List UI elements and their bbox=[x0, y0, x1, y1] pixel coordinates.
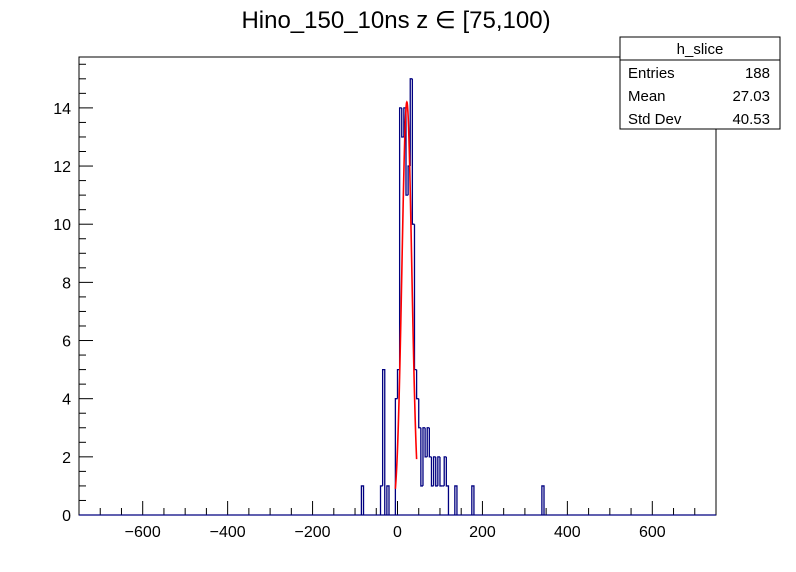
histogram-bin bbox=[426, 427, 430, 457]
histogram-bin bbox=[405, 107, 409, 196]
x-axis: −600 −400 −200 0 200 400 600 bbox=[99, 501, 696, 541]
histogram-bin bbox=[454, 485, 458, 515]
histogram-bin bbox=[435, 456, 438, 487]
stats-mean-value: 27.03 bbox=[732, 88, 770, 105]
histogram-bin bbox=[360, 485, 365, 515]
histogram-bin bbox=[424, 427, 428, 458]
histogram-bin bbox=[428, 427, 432, 458]
histogram-bin bbox=[418, 398, 421, 429]
histogram-bin bbox=[432, 456, 436, 486]
histogram-bin bbox=[471, 485, 475, 515]
stats-entries-value: 188 bbox=[745, 65, 770, 82]
x-tick-label: 400 bbox=[554, 524, 581, 541]
histogram-bin bbox=[415, 369, 419, 400]
gaussian-fit bbox=[394, 100, 418, 489]
x-tick-label: −200 bbox=[295, 524, 331, 541]
histogram-bin bbox=[439, 456, 443, 487]
histogram-bin bbox=[430, 456, 434, 487]
x-tick-label: 600 bbox=[639, 524, 666, 541]
y-tick-label: 14 bbox=[53, 101, 71, 118]
fit-curve bbox=[394, 100, 418, 489]
histogram-bin bbox=[422, 427, 426, 486]
histogram-bin bbox=[386, 485, 390, 515]
y-tick-label: 2 bbox=[62, 450, 71, 467]
x-tick-label: 200 bbox=[469, 524, 496, 541]
histogram-series bbox=[79, 78, 716, 516]
x-tick-label: 0 bbox=[393, 524, 402, 541]
histogram-bin bbox=[401, 107, 404, 138]
y-tick-label: 8 bbox=[62, 275, 71, 292]
stats-mean-label: Mean bbox=[628, 88, 666, 105]
histogram-bin bbox=[445, 456, 450, 515]
histogram-bin bbox=[541, 485, 545, 515]
histogram-bin bbox=[409, 78, 413, 167]
histogram-bin bbox=[396, 368, 400, 399]
y-tick-label: 4 bbox=[62, 392, 71, 409]
stats-stddev-value: 40.53 bbox=[732, 111, 770, 128]
stats-box-frame bbox=[619, 36, 781, 130]
x-tick-label: −600 bbox=[125, 524, 161, 541]
histogram-bin bbox=[379, 485, 383, 515]
histogram-bin bbox=[437, 456, 440, 486]
y-tick-label: 12 bbox=[53, 159, 71, 176]
histogram-bin bbox=[398, 107, 402, 370]
stats-entries-label: Entries bbox=[628, 65, 675, 82]
histogram-bin bbox=[394, 398, 398, 515]
y-tick-label: 0 bbox=[62, 508, 71, 525]
stats-box-title: h_slice bbox=[677, 41, 724, 58]
y-tick-label: 6 bbox=[62, 334, 71, 351]
histogram-bin bbox=[411, 78, 415, 225]
y-tick-label: 10 bbox=[53, 217, 71, 234]
stats-stddev-label: Std Dev bbox=[628, 111, 682, 128]
chart-title: Hino_150_10ns z ∈ [75,100) bbox=[241, 7, 550, 34]
histogram-bin bbox=[420, 427, 423, 487]
stats-box: h_slice Entries 188 Mean 27.03 Std Dev 4… bbox=[619, 36, 781, 130]
histogram-bin bbox=[443, 456, 447, 486]
y-axis: 0 2 4 6 8 10 12 14 bbox=[53, 63, 93, 525]
histogram-bin bbox=[381, 368, 386, 515]
x-tick-label: −400 bbox=[210, 524, 246, 541]
